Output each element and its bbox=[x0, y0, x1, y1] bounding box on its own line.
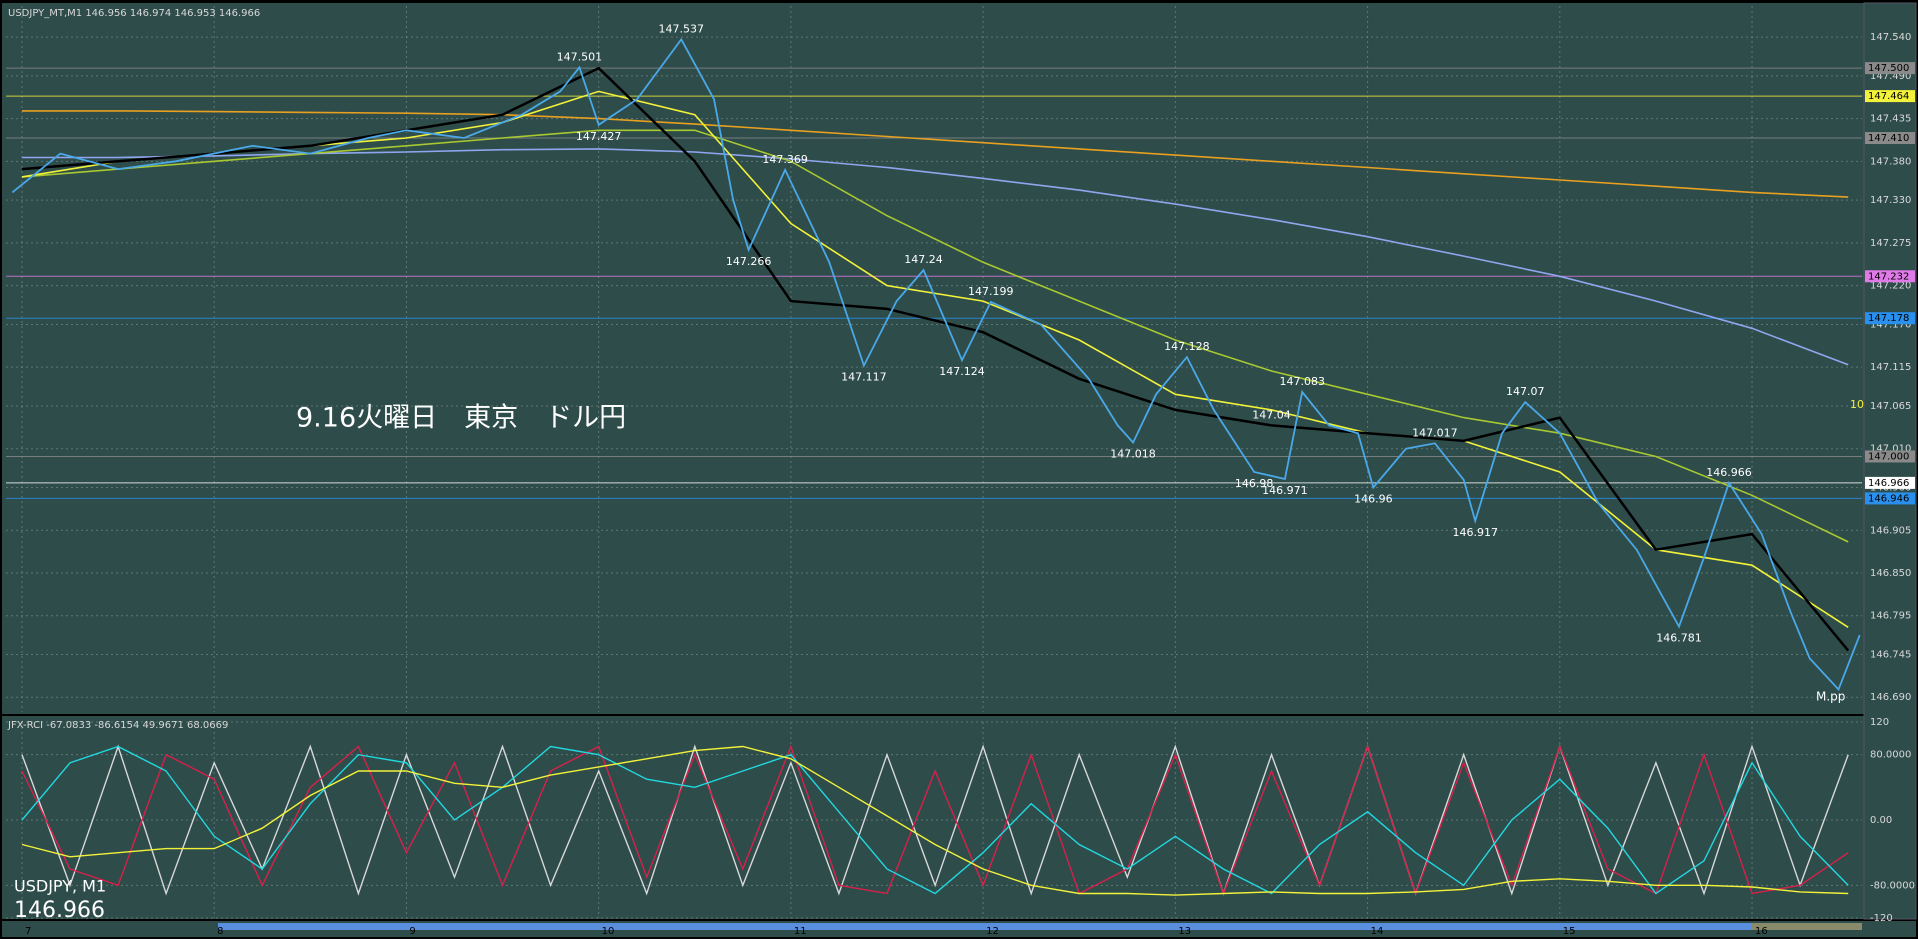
level-label: 147.000 bbox=[1868, 451, 1909, 462]
price-annotation: 146.98 bbox=[1235, 477, 1274, 490]
moving-average bbox=[21, 66, 1850, 652]
y-tick-label: 146.795 bbox=[1870, 611, 1911, 622]
x-tick-label: 7 bbox=[25, 926, 31, 937]
level-label: 147.500 bbox=[1868, 63, 1909, 74]
level-label: 146.946 bbox=[1868, 493, 1909, 504]
price-annotation: 146.971 bbox=[1262, 484, 1308, 497]
y-tick-label: 146.905 bbox=[1870, 525, 1911, 536]
y-tick-label: 147.380 bbox=[1870, 156, 1911, 167]
moving-average bbox=[22, 148, 1849, 366]
level-box bbox=[1865, 90, 1915, 103]
x-tick-label: 9 bbox=[409, 926, 415, 937]
price-annotation: 147.07 bbox=[1506, 385, 1545, 398]
level-box bbox=[1865, 476, 1915, 489]
price-annotation: 147.537 bbox=[659, 22, 705, 35]
price-annotation: 147.04 bbox=[1252, 408, 1291, 421]
level-label: 147.464 bbox=[1868, 91, 1909, 102]
x-tick-label: 8 bbox=[217, 926, 223, 937]
y-tick-label: 0.00 bbox=[1870, 815, 1892, 826]
annotation-text: 9.16火曜日 東京 ドル円 bbox=[296, 403, 626, 434]
price-annotation: 147.017 bbox=[1412, 426, 1458, 439]
scroll-bar bbox=[218, 923, 1752, 930]
y-tick-label: 146.850 bbox=[1870, 568, 1911, 579]
y-tick-label: 147.275 bbox=[1870, 238, 1911, 249]
series-line bbox=[21, 745, 1849, 896]
symbol-label: USDJPY, M1 bbox=[14, 877, 106, 896]
x-tick-label: 10 bbox=[602, 926, 615, 937]
y-tick-label: 147.330 bbox=[1870, 195, 1911, 206]
level-box bbox=[1865, 132, 1915, 145]
y-tick-label: 80.0000 bbox=[1870, 750, 1911, 761]
series-line bbox=[11, 37, 1861, 692]
main-panel bbox=[2, 3, 1916, 714]
y-tick-label: 120 bbox=[1870, 717, 1889, 728]
scroll-bar-end bbox=[1752, 923, 1862, 930]
y-tick-label: -80.0000 bbox=[1870, 880, 1915, 891]
series-line bbox=[21, 744, 1849, 896]
level-box bbox=[1865, 62, 1915, 75]
y-tick-label: 146.745 bbox=[1870, 650, 1911, 661]
price-annotation: 146.966 bbox=[1706, 466, 1752, 479]
y-tick-label: 147.540 bbox=[1870, 32, 1911, 43]
price-annotation: 146.96 bbox=[1354, 493, 1393, 506]
price-annotation: 147.199 bbox=[968, 285, 1014, 298]
price-annotation: 147.083 bbox=[1279, 375, 1325, 388]
price-annotation: 147.501 bbox=[557, 50, 603, 63]
marker-text: 10 bbox=[1850, 398, 1864, 411]
y-tick-label: 147.065 bbox=[1870, 401, 1911, 412]
level-box bbox=[1865, 312, 1915, 325]
y-tick-label: 147.170 bbox=[1870, 319, 1911, 330]
moving-average bbox=[21, 129, 1849, 543]
x-tick-label: 13 bbox=[1178, 926, 1191, 937]
price-annotation: 147.124 bbox=[939, 365, 985, 378]
level-label: 147.232 bbox=[1868, 271, 1909, 282]
price-annotation: 147.369 bbox=[762, 153, 808, 166]
price-annotation: 147.018 bbox=[1110, 447, 1156, 460]
y-tick-label: 147.435 bbox=[1870, 114, 1911, 125]
y-tick-label: 146.690 bbox=[1870, 692, 1911, 703]
x-tick-label: 12 bbox=[986, 926, 999, 937]
x-tick-label: 14 bbox=[1371, 926, 1384, 937]
last-price: 146.966 bbox=[14, 898, 105, 923]
price-annotation: 147.266 bbox=[726, 255, 772, 268]
price-annotation: 147.128 bbox=[1164, 340, 1210, 353]
y-tick-label: 147.115 bbox=[1870, 362, 1911, 373]
price-annotation: 146.917 bbox=[1452, 526, 1498, 539]
level-box bbox=[1865, 270, 1915, 283]
level-label: 147.178 bbox=[1868, 313, 1909, 324]
y-tick-label: -120 bbox=[1870, 913, 1893, 924]
x-tick-label: 11 bbox=[794, 926, 807, 937]
y-tick-label: 147.220 bbox=[1870, 281, 1911, 292]
x-tick-label: 16 bbox=[1755, 926, 1768, 937]
x-tick-label: 15 bbox=[1563, 926, 1576, 937]
level-box bbox=[1865, 450, 1915, 463]
moving-average bbox=[22, 110, 1849, 198]
price-annotation: 147.117 bbox=[841, 371, 887, 384]
y-tick-label: 147.490 bbox=[1870, 71, 1911, 82]
chart-title: USDJPY_MT,M1 146.956 146.974 146.953 146… bbox=[8, 8, 260, 19]
level-label: 146.966 bbox=[1868, 478, 1909, 489]
moving-average bbox=[21, 90, 1849, 628]
y-tick-label: 147.010 bbox=[1870, 444, 1911, 455]
price-annotation: 147.427 bbox=[576, 130, 622, 143]
price-annotation: 147.24 bbox=[904, 253, 943, 266]
price-annotation: 146.781 bbox=[1656, 632, 1702, 645]
level-label: 147.410 bbox=[1868, 133, 1909, 144]
pivot-label: M.pp bbox=[1816, 690, 1845, 704]
level-box bbox=[1865, 492, 1915, 505]
rci-title: JFX-RCI -67.0833 -86.6154 49.9671 68.066… bbox=[7, 720, 228, 731]
